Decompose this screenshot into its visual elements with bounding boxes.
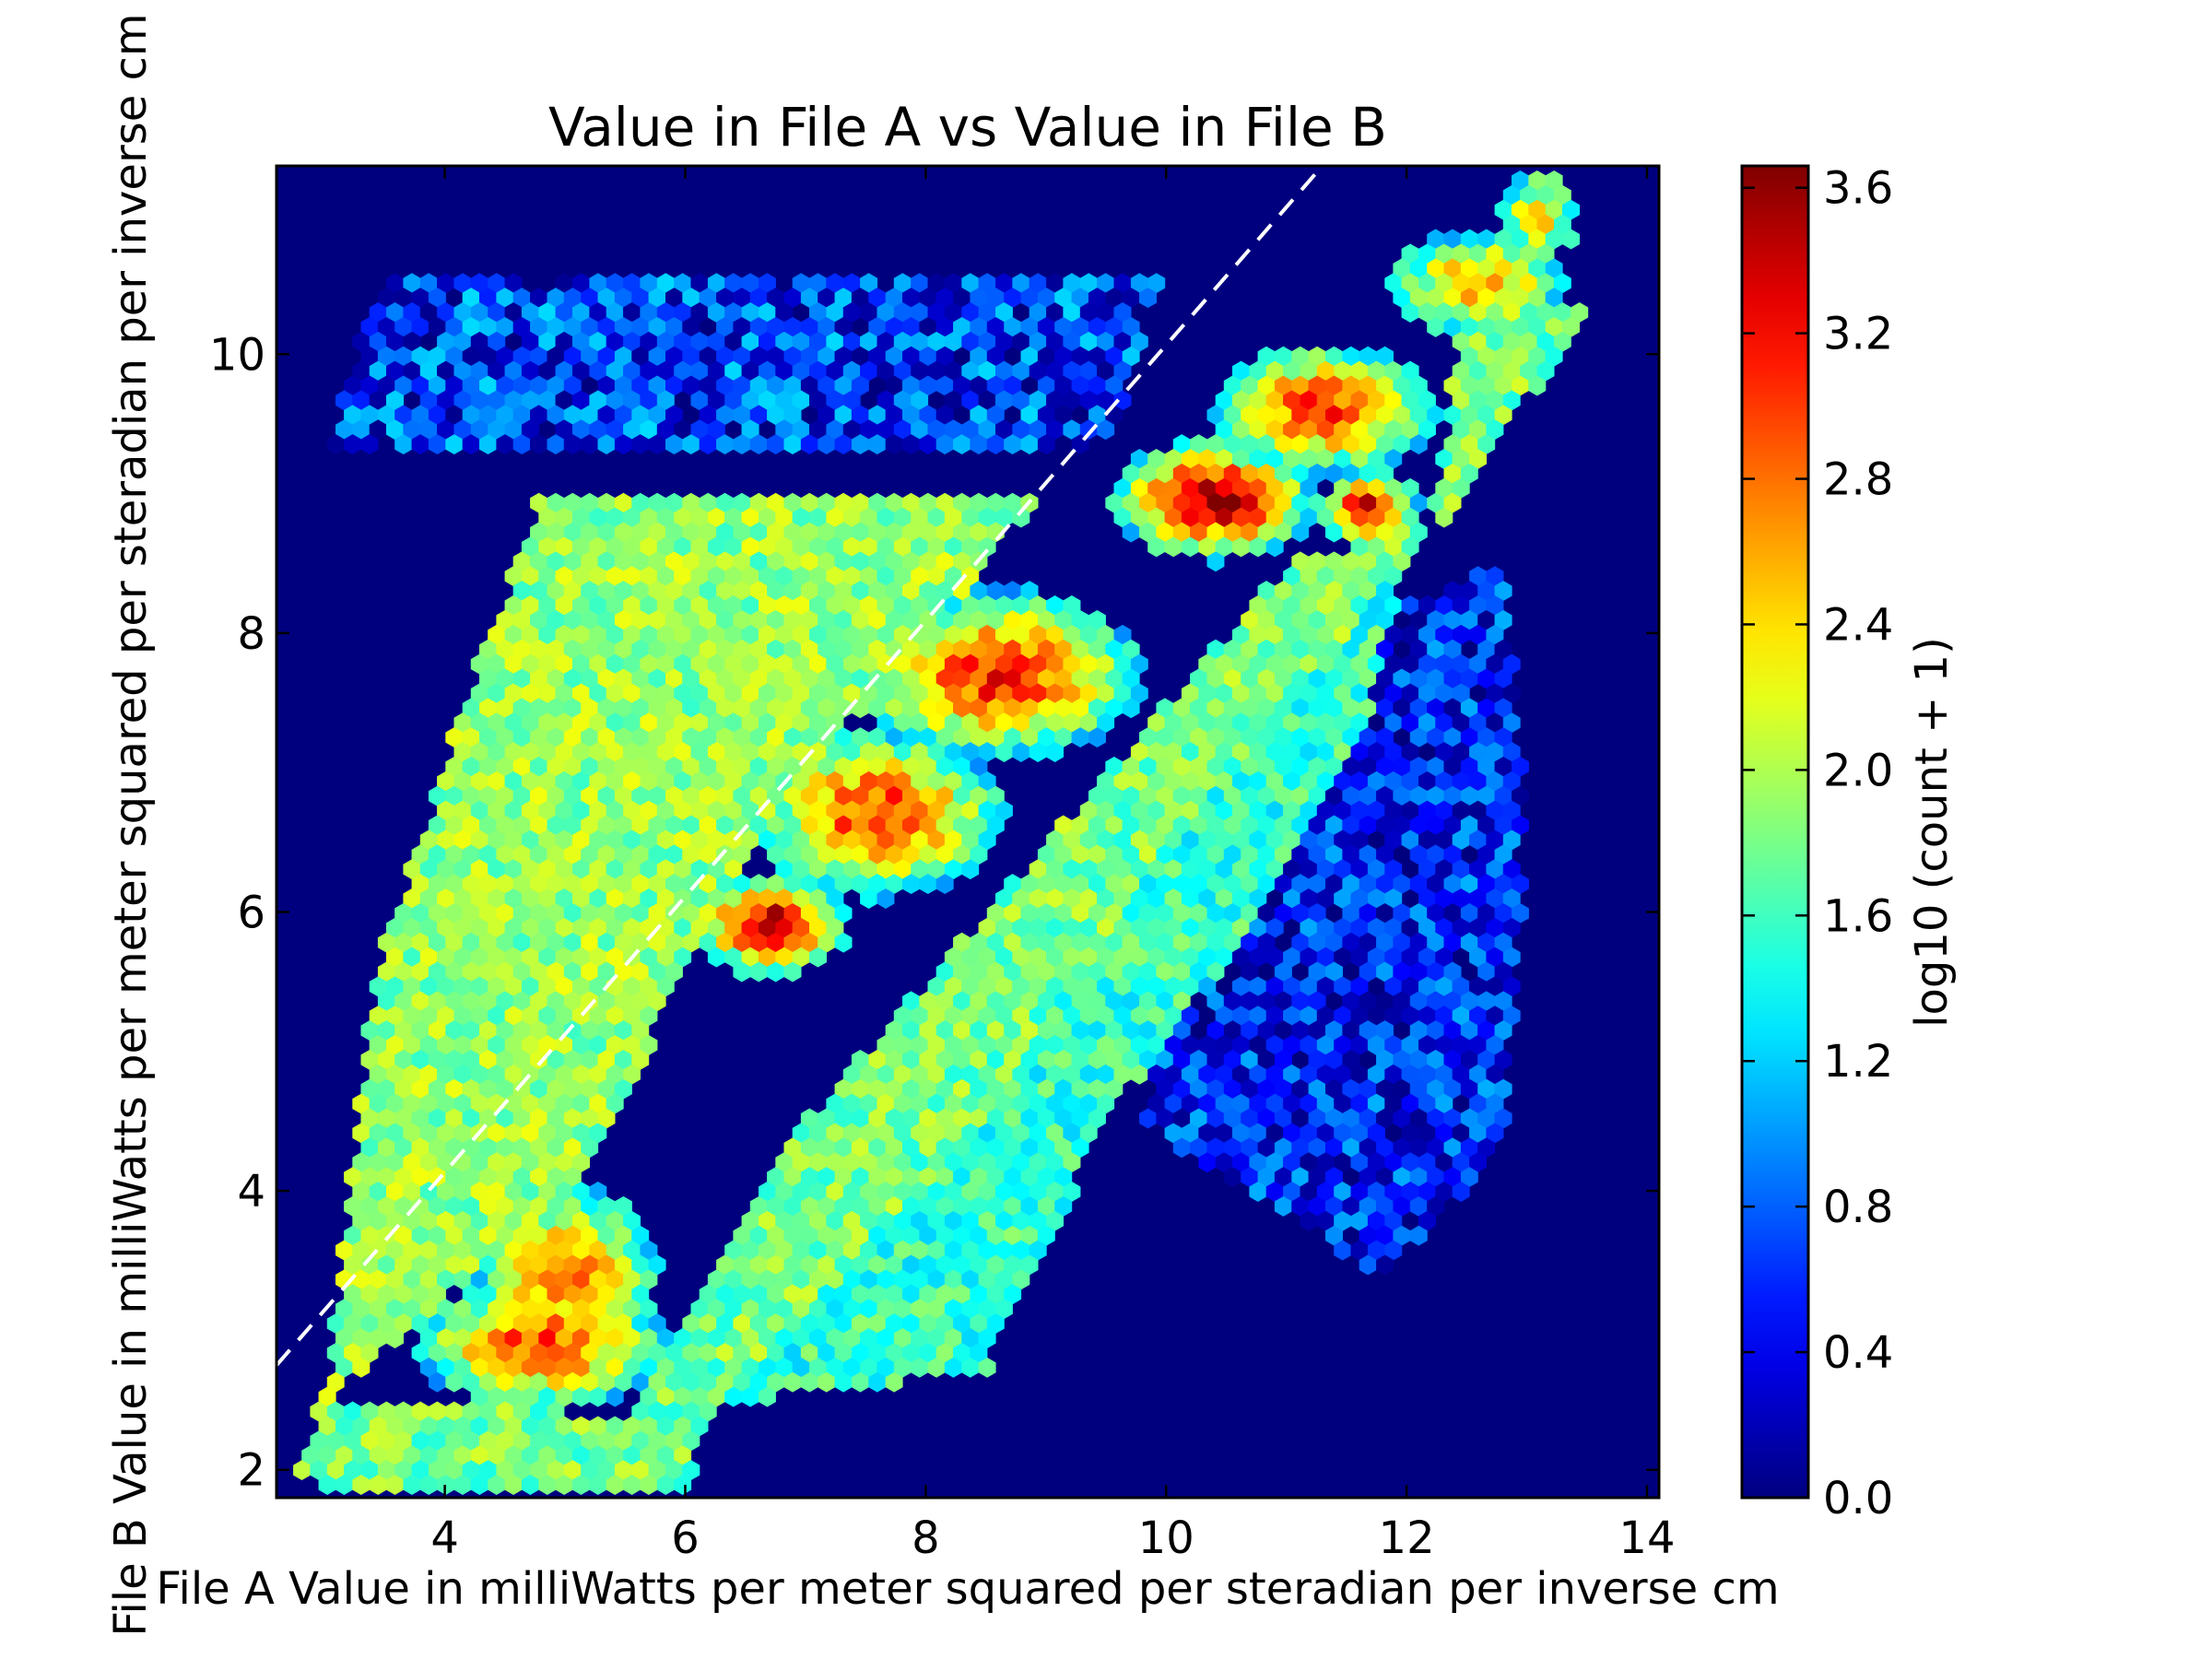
colorbar-tick-label: 0.4	[1823, 1327, 1893, 1379]
hex-cell	[1206, 551, 1225, 572]
y-axis-label: File B Value in milliWatts per meter squ…	[105, 13, 157, 1636]
hex-cell	[1291, 522, 1310, 543]
y-tick-label: 2	[237, 1445, 265, 1497]
y-tick-label: 8	[237, 608, 265, 660]
colorbar-tick-label: 1.6	[1823, 890, 1893, 942]
x-tick-label: 10	[1138, 1512, 1194, 1564]
hex-cell	[1409, 434, 1428, 455]
hex-cell	[1528, 375, 1547, 396]
colorbar-tick-label: 2.8	[1823, 454, 1893, 506]
hex-cell	[1562, 229, 1580, 250]
colorbar-tick-label: 0.8	[1823, 1182, 1893, 1233]
hex-cell	[1435, 507, 1453, 528]
colorbar-tick-label: 3.2	[1823, 309, 1893, 360]
hexbin-cells	[293, 170, 1589, 1495]
hex-cell	[1097, 419, 1115, 441]
y-tick-label: 6	[237, 888, 265, 939]
colorbar-tick-label: 2.4	[1823, 599, 1893, 651]
hex-cell	[1265, 536, 1284, 558]
x-tick-label: 14	[1618, 1512, 1675, 1564]
y-tick-label: 10	[209, 329, 265, 381]
colorbar-tick-label: 0.0	[1823, 1473, 1893, 1524]
colorbar-tick-label: 1.2	[1823, 1036, 1893, 1088]
hex-cell	[360, 434, 379, 455]
colorbar-tick-label: 3.6	[1823, 163, 1893, 215]
colorbar	[1740, 164, 1810, 1500]
colorbar-label: log10 (count + 1)	[1906, 637, 1958, 1028]
x-tick-label: 12	[1379, 1512, 1435, 1564]
hex-cell	[1037, 434, 1055, 455]
hex-cell	[1012, 507, 1030, 528]
chart-title: Value in File A vs Value in File B	[548, 96, 1387, 159]
y-tick-label: 4	[237, 1166, 265, 1218]
colorbar-tick-label: 2.0	[1823, 745, 1893, 796]
x-tick-label: 6	[671, 1512, 700, 1564]
hex-cell	[1139, 288, 1157, 309]
x-tick-label: 8	[912, 1512, 940, 1564]
x-axis-label: File A Value in milliWatts per meter squ…	[156, 1563, 1779, 1615]
x-tick-label: 4	[430, 1512, 459, 1564]
